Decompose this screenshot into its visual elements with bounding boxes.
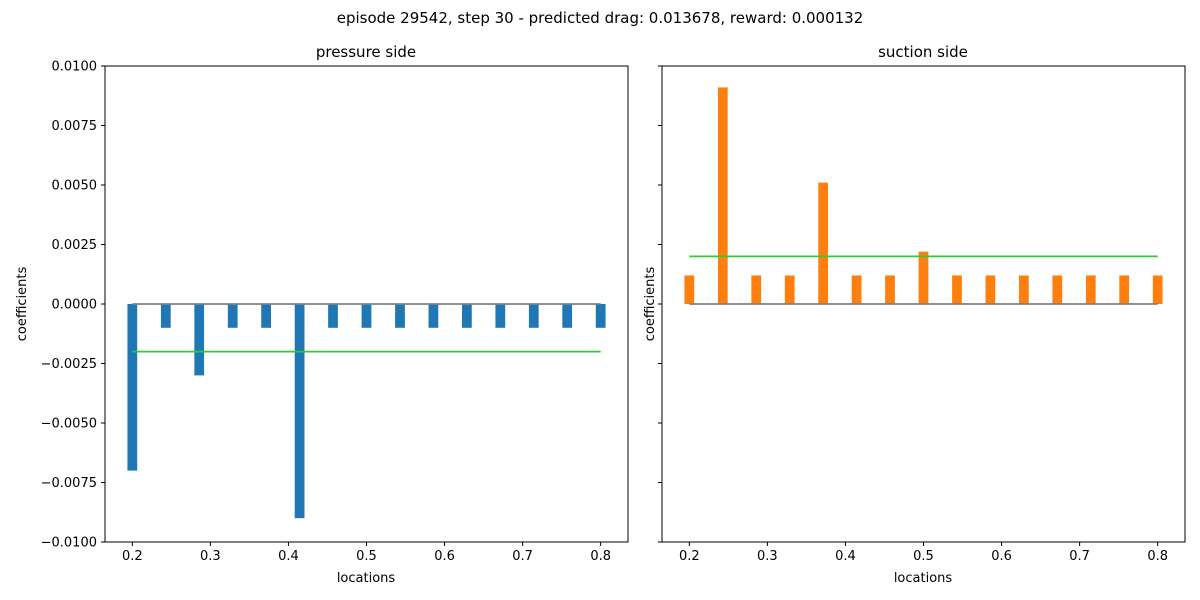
pressure-side-y-tick-label-6: −0.0050 — [41, 417, 97, 432]
suction-side-x-tick-label-6: 0.8 — [1147, 549, 1168, 564]
suction-side-bar-11 — [1052, 275, 1063, 304]
pressure-side-y-tick-label-7: −0.0075 — [41, 476, 97, 491]
suction-side-y-label: coefficients — [643, 267, 658, 342]
pressure-side-y-tick-label-8: −0.0100 — [41, 536, 97, 551]
pressure-side-reference-lines — [132, 303, 601, 353]
pressure-side-x-tick-label-6: 0.8 — [590, 549, 611, 564]
pressure-side-bar-8 — [395, 304, 405, 328]
suction-side-bars — [684, 87, 1163, 304]
suction-side-x-tick-label-4: 0.6 — [991, 549, 1012, 564]
pressure-side-bar-6 — [328, 304, 338, 328]
pressure-side-y-tick-label-0: 0.0100 — [52, 60, 98, 75]
suction-side-x-tick-label-5: 0.7 — [1069, 549, 1090, 564]
suction-side-title: suction side — [878, 43, 968, 61]
pressure-side-bar-13 — [562, 304, 573, 328]
suction-side-bar-12 — [1085, 275, 1096, 304]
pressure-side-x-tick-label-5: 0.7 — [512, 549, 533, 564]
pressure-side-y-tick-label-5: −0.0025 — [41, 357, 97, 372]
pressure-side-y-ticks: 0.0100 0.0075 0.0050 0.0025 0.0000 −0.0025 −0.… — [41, 60, 105, 551]
suction-side-x-ticks: 0.2 0.3 0.4 0.5 0.6 0.7 0.8 — [679, 542, 1168, 564]
pressure-side-y-label: coefficients — [15, 267, 30, 342]
pressure-side-x-tick-label-0: 0.2 — [122, 549, 143, 564]
pressure-side-bar-3 — [227, 304, 238, 328]
suction-side-bar-9 — [985, 275, 996, 304]
pressure-side-y-tick-label-2: 0.0050 — [52, 179, 98, 194]
pressure-side-x-ticks: 0.2 0.3 0.4 0.5 0.6 0.7 0.8 — [122, 542, 611, 564]
suction-side-bar-4 — [818, 182, 828, 304]
pressure-side-bar-5 — [294, 304, 305, 519]
pressure-side-bar-0 — [127, 304, 138, 471]
pressure-side-title: pressure side — [316, 43, 416, 61]
pressure-side-y-tick-label-4: 0.0000 — [52, 298, 98, 313]
suction-side-panel: suction side 0.2 0.3 0.4 0.5 0.6 0.7 0.8 locat… — [643, 43, 1186, 586]
suction-side-bar-0 — [684, 275, 695, 304]
suction-side-bar-14 — [1152, 275, 1163, 304]
suction-side-bar-2 — [751, 275, 762, 304]
pressure-side-bar-12 — [528, 304, 539, 328]
suction-side-x-tick-label-1: 0.3 — [757, 549, 778, 564]
suction-side-bar-1 — [717, 87, 728, 304]
pressure-side-y-tick-label-1: 0.0075 — [52, 119, 98, 134]
suction-side-bar-3 — [784, 275, 795, 304]
pressure-side-bar-2 — [194, 304, 205, 376]
pressure-side-x-tick-label-2: 0.4 — [278, 549, 299, 564]
pressure-side-bar-14 — [595, 304, 606, 328]
suction-side-x-tick-label-2: 0.4 — [835, 549, 856, 564]
suction-side-bar-13 — [1119, 275, 1130, 304]
pressure-side-bar-10 — [462, 304, 472, 328]
pressure-side-x-tick-label-1: 0.3 — [200, 549, 221, 564]
pressure-side-bar-1 — [160, 304, 171, 328]
suction-side-bar-5 — [851, 275, 862, 304]
suction-side-x-tick-label-0: 0.2 — [679, 549, 700, 564]
suction-side-bar-7 — [918, 251, 929, 304]
suction-side-y-ticks — [658, 65, 662, 543]
suction-side-x-tick-label-3: 0.5 — [913, 549, 934, 564]
pressure-side-bars — [127, 304, 606, 519]
pressure-side-y-tick-label-3: 0.0025 — [52, 238, 98, 253]
pressure-side-x-tick-label-4: 0.6 — [434, 549, 455, 564]
pressure-side-x-tick-label-3: 0.5 — [356, 549, 377, 564]
pressure-side-bar-11 — [495, 304, 506, 328]
suction-side-bar-8 — [952, 275, 962, 304]
pressure-side-panel: pressure side 0.2 0.3 0.4 0.5 0.6 0.7 0.8 0.01… — [15, 43, 629, 586]
suction-side-reference-lines — [689, 255, 1158, 305]
pressure-side-bar-7 — [361, 304, 372, 328]
suction-side-bar-10 — [1019, 275, 1029, 304]
figure-title: episode 29542, step 30 - predicted drag:… — [337, 9, 864, 27]
suction-side-bar-6 — [885, 275, 895, 304]
pressure-side-x-label: locations — [337, 571, 396, 586]
pressure-side-bar-9 — [428, 304, 439, 328]
pressure-side-bar-4 — [261, 304, 271, 328]
suction-side-x-label: locations — [894, 571, 953, 586]
